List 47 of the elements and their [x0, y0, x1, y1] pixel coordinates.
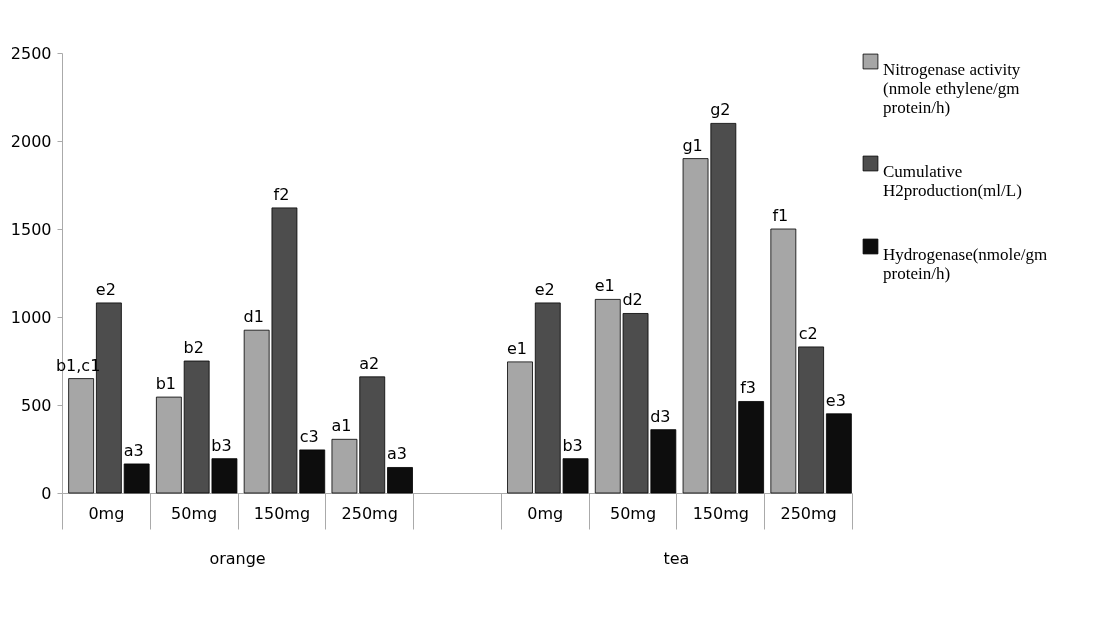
data-label: a3 [387, 444, 407, 464]
text: orange [209, 549, 266, 568]
text: tea [663, 549, 690, 568]
bar [387, 467, 413, 494]
x-tick-label: 150mg [692, 503, 749, 523]
x-tick-label: 0mg [88, 503, 125, 523]
bar [825, 413, 852, 494]
y-tick-label: 2500 [10, 43, 52, 63]
data-label: e2 [534, 279, 555, 299]
x-tick-label: 0mg [527, 503, 564, 523]
y-tick-label: 1500 [10, 219, 52, 239]
x-tick-label: 250mg [780, 503, 837, 523]
y-tick-label: 500 [20, 395, 52, 415]
y-tick-label: 1000 [10, 307, 52, 327]
legend-label: Cumulative H2production(ml/L) [883, 161, 1022, 200]
bar [123, 463, 150, 494]
data-label: g2 [710, 100, 731, 120]
data-label: f2 [273, 184, 290, 204]
data-label: c2 [798, 323, 818, 343]
x-tick-label: 250mg [341, 503, 398, 523]
data-label: a3 [123, 440, 144, 460]
data-label: e3 [825, 390, 846, 410]
y-tick-label: 0 [41, 483, 52, 503]
legend-label: Nitrogenase activity (nmole ethylene/gm protein/h) [883, 59, 1021, 117]
data-label: f1 [772, 206, 789, 225]
data-label: b3 [211, 435, 232, 455]
data-label: d2 [622, 290, 643, 310]
data-label: g1 [682, 135, 703, 155]
x-tick-label: 50mg [171, 503, 218, 523]
data-label: e1 [506, 338, 528, 358]
data-label: a2 [359, 353, 380, 373]
data-label: f3 [740, 378, 757, 398]
legend-label: Hydrogenase(nmole/gm protein/h) [883, 244, 1048, 283]
data-label: a1 [331, 416, 352, 436]
data-label: e1 [594, 276, 615, 296]
data-label: c3 [299, 426, 319, 446]
x-tick-label: 50mg [610, 503, 657, 523]
data-label: e2 [95, 279, 116, 299]
data-label: d3 [650, 406, 671, 426]
bar [738, 401, 765, 494]
data-label: b2 [183, 338, 204, 357]
data-label: d1 [243, 307, 264, 327]
bar [798, 346, 825, 494]
y-tick-label: 2000 [10, 131, 52, 151]
data-label: b1 [155, 374, 177, 394]
x-tick-label: 150mg [253, 503, 311, 523]
data-label: b3 [562, 435, 583, 455]
